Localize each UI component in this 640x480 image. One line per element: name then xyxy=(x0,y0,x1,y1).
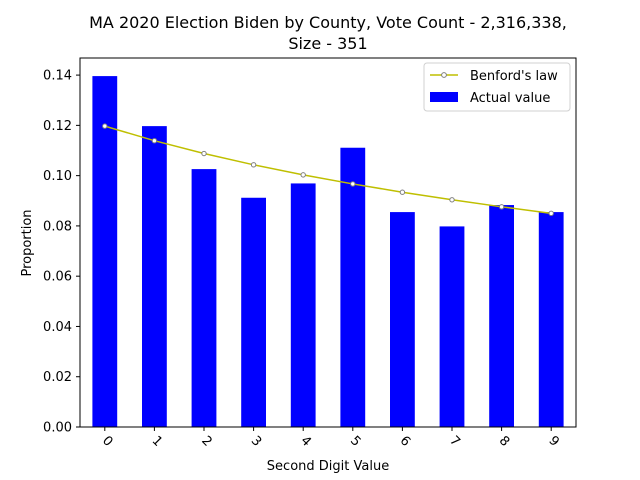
bar-digit-0 xyxy=(92,76,118,428)
benford-line-series xyxy=(102,123,554,217)
y-tick-label: 0.02 xyxy=(43,370,72,385)
x-tick-label: 3 xyxy=(248,433,264,449)
benford-point-5 xyxy=(350,181,356,187)
bar-digit-1 xyxy=(142,126,167,428)
x-tick-label: 5 xyxy=(347,433,363,449)
benford-point-7 xyxy=(449,197,455,203)
bar-digit-6 xyxy=(390,212,415,427)
y-tick-label: 0.12 xyxy=(43,119,72,134)
x-tick-label: 7 xyxy=(446,433,462,449)
benford-point-6 xyxy=(399,189,406,195)
y-axis-label: Proportion xyxy=(20,209,35,276)
legend-benford-label: Benford's law xyxy=(470,69,558,84)
y-tick-label: 0.06 xyxy=(43,270,72,285)
legend-actual-swatch xyxy=(430,92,458,102)
x-tick-label: 4 xyxy=(297,433,313,449)
x-axis-label: Second Digit Value xyxy=(267,459,389,474)
y-tick-label: 0.08 xyxy=(43,219,72,234)
bar-series xyxy=(92,76,564,428)
y-tick-label: 0.10 xyxy=(43,169,72,184)
x-tick-label: 6 xyxy=(397,433,413,449)
bar-digit-2 xyxy=(191,169,217,427)
bar-digit-7 xyxy=(439,226,465,427)
bar-digit-3 xyxy=(241,197,266,427)
legend-actual-label: Actual value xyxy=(470,91,550,106)
y-tick-label: 0.04 xyxy=(43,320,72,335)
benford-point-0 xyxy=(102,123,108,129)
x-tick-label: 2 xyxy=(198,433,214,449)
legend-benford-marker xyxy=(441,72,447,78)
benford-point-1 xyxy=(151,137,158,144)
x-tick-label: 1 xyxy=(149,433,165,449)
bar-digit-5 xyxy=(340,147,366,427)
y-tick-label: 0.00 xyxy=(43,421,72,436)
bar-digit-8 xyxy=(489,205,514,427)
y-tick-label: 0.14 xyxy=(43,69,72,84)
plot-frame xyxy=(79,57,577,428)
x-tick-label: 8 xyxy=(496,433,512,449)
x-tick-label: 9 xyxy=(545,433,561,449)
benford-point-2 xyxy=(201,150,207,157)
benford-line xyxy=(104,125,552,215)
benford-point-3 xyxy=(250,162,257,168)
legend-box xyxy=(423,62,571,112)
bar-digit-4 xyxy=(290,183,316,427)
chart-title-line-2: Size - 351 xyxy=(288,34,367,53)
chart-title-line-1: MA 2020 Election Biden by County, Vote C… xyxy=(89,13,567,32)
bar-digit-9 xyxy=(538,212,564,427)
benford-point-9 xyxy=(548,210,554,217)
x-axis-ticks: 0 1 2 3 4 5 6 7 8 9 xyxy=(99,427,562,450)
legend: Benford's law Actual value xyxy=(423,62,571,112)
x-tick-label: 0 xyxy=(99,433,115,449)
benford-point-8 xyxy=(498,204,505,210)
y-axis-ticks: 0.00 0.02 0.04 0.06 0.08 0.10 0.12 0.14 xyxy=(43,69,80,436)
benford-point-4 xyxy=(300,172,306,178)
